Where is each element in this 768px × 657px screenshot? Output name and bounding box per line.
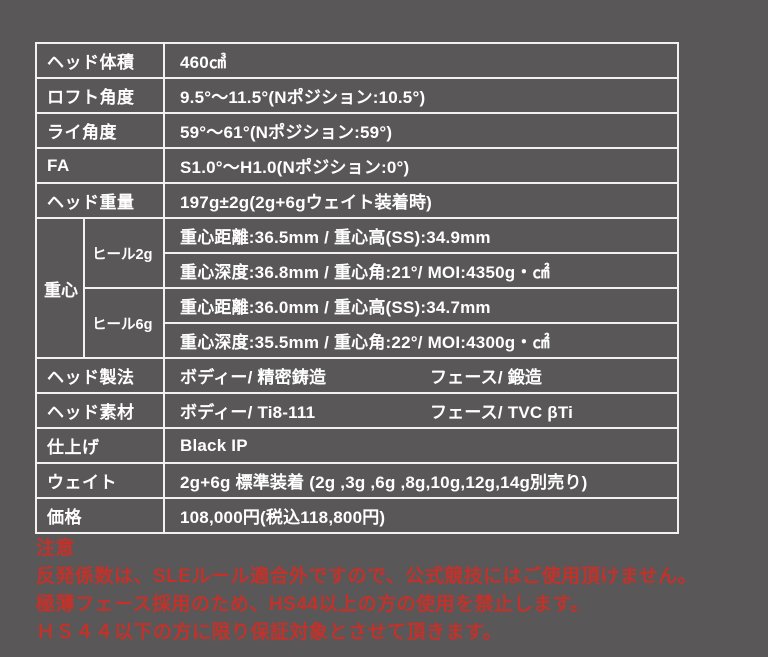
head-material-body: ボディー/ Ti8-111 <box>180 403 316 422</box>
table-row-weight-options: ウェイト 2g+6g 標準装着 (2g ,3g ,6g ,8g,10g,12g,… <box>35 462 679 499</box>
notice-line-hs44-warranty: ＨＳ４４以下の方に限り保証対象とさせて頂きます。 <box>36 622 503 643</box>
row-value-weight-options: 2g+6g 標準装着 (2g ,3g ,6g ,8g,10g,12g,14g別売… <box>163 462 679 499</box>
row-label-heel2g: ヒール2g <box>83 217 165 289</box>
table-row-head-weight: ヘッド重量 197g±2g(2g+6gウェイト装着時) <box>35 182 679 219</box>
row-value-head-volume: 460㎤ <box>163 42 679 79</box>
table-row-head-material: ヘッド素材 ボディー/ Ti8-111 フェース/ TVC βTi <box>35 392 679 429</box>
row-label-weight-options: ウェイト <box>35 462 165 499</box>
table-row-gravity-heel6g-line2: 重心深度:35.5mm / 重心角:22°/ MOI:4300g・㎠ <box>36 322 679 359</box>
row-value-loft-angle: 9.5°〜11.5°(Nポジション:10.5°) <box>163 77 679 114</box>
row-label-head-weight: ヘッド重量 <box>35 182 165 219</box>
row-value-head-weight: 197g±2g(2g+6gウェイト装着時) <box>163 182 679 219</box>
table-row-price: 価格 108,000円(税込118,800円) <box>35 497 679 534</box>
row-label-gravity: 重心 <box>35 217 85 359</box>
table-row-gravity-heel2g-line2: 重心深度:36.8mm / 重心角:21°/ MOI:4350g・㎠ <box>36 252 679 289</box>
table-row-lie-angle: ライ角度 59°〜61°(Nポジション:59°) <box>35 112 679 149</box>
row-value-fa: S1.0°〜H1.0(Nポジション:0°) <box>163 147 679 184</box>
row-value-heel2g-line2: 重心深度:36.8mm / 重心角:21°/ MOI:4350g・㎠ <box>163 252 679 289</box>
row-label-loft-angle: ロフト角度 <box>35 77 165 114</box>
row-value-heel6g-line2: 重心深度:35.5mm / 重心角:22°/ MOI:4300g・㎠ <box>163 322 679 359</box>
row-label-head-volume: ヘッド体積 <box>35 42 165 79</box>
head-material-face: フェース/ TVC βTi <box>429 403 574 422</box>
notice-line-hs44-prohibit: 極薄フェース採用のため、HS44以上の方の使用を禁止します。 <box>36 594 590 615</box>
row-value-head-manufacturing: ボディー/ 精密鋳造 フェース/ 鍛造 <box>163 357 679 394</box>
table-row-loft-angle: ロフト角度 9.5°〜11.5°(Nポジション:10.5°) <box>35 77 679 114</box>
row-label-head-manufacturing: ヘッド製法 <box>35 357 165 394</box>
notice-line-sle: 反発係数は、SLEルール適合外ですので、公式競技にはご使用頂けません。 <box>36 566 698 587</box>
row-label-finish: 仕上げ <box>35 427 165 464</box>
row-value-lie-angle: 59°〜61°(Nポジション:59°) <box>163 112 679 149</box>
head-manufacturing-face: フェース/ 鍛造 <box>429 368 543 387</box>
row-label-head-material: ヘッド素材 <box>35 392 165 429</box>
table-row-finish: 仕上げ Black IP <box>35 427 679 464</box>
row-value-head-material: ボディー/ Ti8-111 フェース/ TVC βTi <box>163 392 679 429</box>
row-value-heel6g-line1: 重心距離:36.0mm / 重心高(SS):34.7mm <box>163 287 679 324</box>
table-row-gravity-heel2g-line1: 重心 ヒール2g 重心距離:36.5mm / 重心高(SS):34.9mm <box>35 217 679 359</box>
row-value-finish: Black IP <box>163 427 679 464</box>
notice-title: 注意 <box>36 538 76 559</box>
row-label-fa: FA <box>35 147 165 184</box>
row-label-lie-angle: ライ角度 <box>35 112 165 149</box>
table-row-head-manufacturing: ヘッド製法 ボディー/ 精密鋳造 フェース/ 鍛造 <box>35 357 679 394</box>
notice-block: 注意 反発係数は、SLEルール適合外ですので、公式競技にはご使用頂けません。 極… <box>36 535 697 647</box>
spec-table: ヘッド体積 460㎤ ロフト角度 9.5°〜11.5°(Nポジション:10.5°… <box>35 42 679 534</box>
table-row-head-volume: ヘッド体積 460㎤ <box>35 42 679 79</box>
row-label-price: 価格 <box>35 497 165 534</box>
head-manufacturing-body: ボディー/ 精密鋳造 <box>180 368 327 387</box>
row-label-heel6g: ヒール6g <box>83 287 165 359</box>
table-row-fa: FA S1.0°〜H1.0(Nポジション:0°) <box>35 147 679 184</box>
row-value-price: 108,000円(税込118,800円) <box>163 497 679 534</box>
row-value-heel2g-line1: 重心距離:36.5mm / 重心高(SS):34.9mm <box>163 217 679 254</box>
table-row-gravity-heel6g-line1: ヒール6g 重心距離:36.0mm / 重心高(SS):34.7mm <box>36 287 679 359</box>
